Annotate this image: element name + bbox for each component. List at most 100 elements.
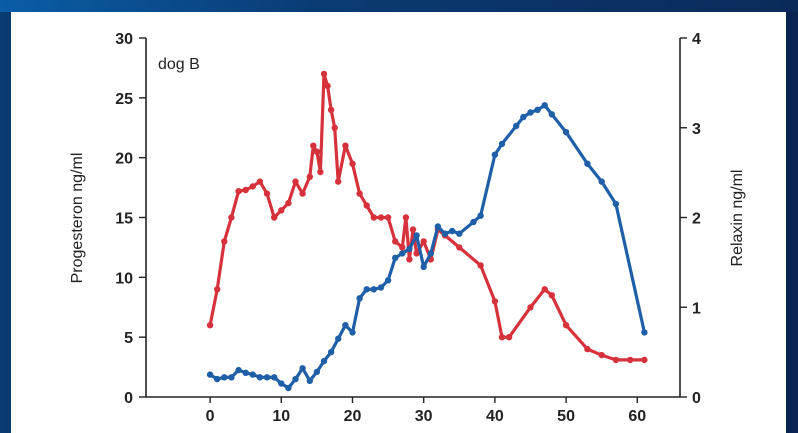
progesteron-series-point bbox=[491, 298, 499, 305]
relaxin-series-point bbox=[356, 295, 363, 302]
progesteron-series-point bbox=[377, 214, 385, 221]
relaxin-series-point bbox=[392, 254, 399, 262]
progesteron-series-point bbox=[221, 238, 228, 245]
relaxin-series-point bbox=[285, 384, 292, 392]
x-tick-label: 40 bbox=[486, 408, 504, 425]
relaxin-series-point bbox=[363, 286, 370, 293]
progesteron-series-point bbox=[541, 286, 548, 293]
progesteron-series-point bbox=[342, 142, 349, 149]
relaxin-series-point bbox=[513, 122, 520, 130]
relaxin-series-point bbox=[399, 250, 406, 257]
progesteron-series-point bbox=[527, 304, 534, 311]
left-y-tick-label: 25 bbox=[115, 91, 133, 108]
relaxin-series-point bbox=[306, 377, 313, 384]
progesteron-series-point bbox=[562, 322, 570, 329]
progesteron-series-point bbox=[324, 82, 331, 90]
relaxin-series-point bbox=[420, 263, 427, 271]
relaxin-series-point bbox=[491, 151, 499, 158]
progesteron-series-point bbox=[349, 160, 356, 167]
progesteron-series-point bbox=[214, 286, 221, 293]
relaxin-series-point bbox=[370, 286, 377, 293]
left-y-tick-label: 0 bbox=[124, 390, 133, 407]
relaxin-series-point bbox=[541, 102, 548, 109]
relaxin-series-point bbox=[434, 223, 442, 230]
relaxin-series-point bbox=[520, 113, 527, 121]
relaxin-series-point bbox=[335, 335, 342, 342]
progesteron-series-point bbox=[278, 207, 285, 214]
relaxin-series-point bbox=[548, 111, 555, 118]
progesteron-series-point bbox=[409, 226, 417, 233]
relaxin-series-point bbox=[441, 230, 449, 237]
relaxin-series-point bbox=[612, 200, 620, 208]
relaxin-series-point bbox=[456, 230, 463, 237]
x-tick-label: 0 bbox=[206, 408, 215, 425]
right-axis-label: Relaxin ng/ml bbox=[729, 170, 746, 267]
progesteron-series-point bbox=[263, 190, 271, 197]
relaxin-series-point bbox=[641, 329, 648, 336]
relaxin-series-point bbox=[470, 218, 477, 226]
progesteron-series-point bbox=[249, 183, 256, 190]
relaxin-series-point bbox=[427, 250, 434, 257]
relaxin-series-point bbox=[349, 329, 356, 336]
progesteron-series-point bbox=[299, 190, 306, 197]
relaxin-series-point bbox=[206, 371, 214, 378]
progesteron-series-point bbox=[235, 188, 242, 195]
relaxin-series-point bbox=[377, 284, 385, 291]
progesteron-series-point bbox=[285, 199, 292, 207]
relaxin-series-point bbox=[313, 368, 321, 376]
relaxin-series-point bbox=[256, 374, 264, 381]
relaxin-series-point bbox=[327, 348, 335, 356]
progesteron-series-point bbox=[331, 124, 338, 131]
right-y-tick-label: 1 bbox=[692, 300, 701, 317]
x-tick-label: 30 bbox=[415, 408, 433, 425]
right-y-tick-label: 3 bbox=[692, 121, 701, 138]
relaxin-series-point bbox=[214, 375, 221, 383]
x-tick-label: 20 bbox=[344, 408, 362, 425]
relaxin-series-point bbox=[320, 357, 328, 365]
x-tick-label: 50 bbox=[557, 408, 575, 425]
relaxin-series-point bbox=[263, 374, 271, 381]
progesteron-series-point bbox=[306, 173, 313, 180]
progesteron-series-point bbox=[313, 148, 321, 155]
relaxin-series-point bbox=[299, 365, 306, 372]
relaxin-series-point bbox=[449, 227, 456, 235]
progesteron-series-point bbox=[292, 178, 299, 185]
progesteron-series-point bbox=[413, 250, 420, 257]
progesteron-series-point bbox=[370, 214, 377, 221]
progesteron-series-point bbox=[399, 244, 406, 251]
progesteron-series-point bbox=[627, 356, 634, 364]
left-y-tick-label: 30 bbox=[115, 31, 133, 48]
progesteron-series-point bbox=[384, 214, 392, 221]
right-y-tick-label: 0 bbox=[692, 390, 701, 407]
relaxin-series-point bbox=[498, 140, 506, 148]
progesteron-series-point bbox=[584, 345, 591, 353]
progesteron-series-line bbox=[208, 72, 647, 362]
left-y-tick-label: 15 bbox=[115, 211, 133, 228]
progesteron-series-point bbox=[317, 168, 324, 176]
chart-annotation: dog B bbox=[158, 56, 200, 73]
progesteron-series-point bbox=[256, 178, 264, 185]
relaxin-series-point bbox=[527, 109, 534, 116]
progesteron-series-point bbox=[498, 334, 506, 341]
relaxin-series-point bbox=[235, 366, 242, 374]
progesteron-series-point bbox=[598, 351, 605, 359]
left-y-tick-label: 10 bbox=[115, 270, 133, 287]
progesteron-series-point bbox=[420, 238, 427, 245]
progesteron-series-point bbox=[505, 334, 513, 341]
progesteron-series-point bbox=[456, 244, 463, 251]
x-tick-label: 10 bbox=[272, 408, 290, 425]
progesteron-series-point bbox=[320, 70, 328, 78]
progesteron-series-point bbox=[335, 178, 342, 185]
progesteron-series-point bbox=[242, 186, 249, 194]
left-axis-label: Progesteron ng/ml bbox=[69, 153, 86, 284]
relaxin-series-point bbox=[228, 374, 235, 381]
relaxin-series-point bbox=[221, 374, 228, 381]
progesteron-series-point bbox=[641, 356, 648, 364]
x-tick-label: 60 bbox=[628, 408, 646, 425]
progesteron-series-point bbox=[310, 142, 317, 149]
relaxin-series-point bbox=[562, 129, 570, 136]
relaxin-series-point bbox=[271, 374, 278, 381]
progesteron-series-point bbox=[477, 262, 484, 269]
progesteron-series-point bbox=[406, 256, 413, 263]
